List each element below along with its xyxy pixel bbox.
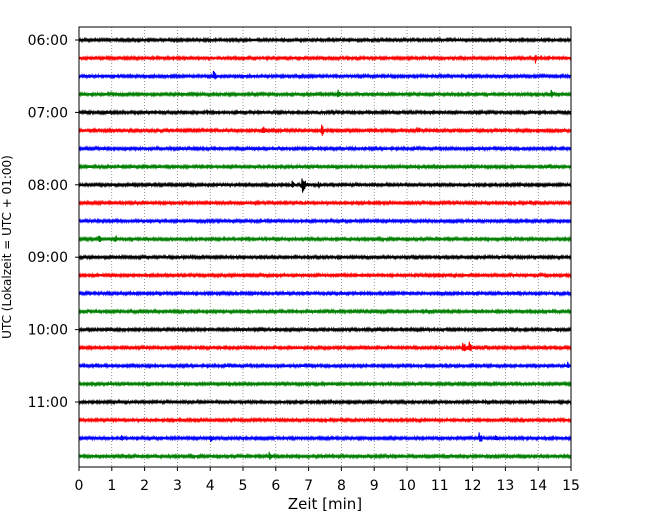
seismic-traces [78, 36, 572, 460]
x-tick-label: 5 [239, 478, 248, 494]
y-axis-label: UTC (Lokalzeit = UTC + 01:00) [0, 155, 14, 339]
trace-09:45 [78, 308, 572, 315]
trace-06:00 [78, 36, 572, 44]
trace-06:30 [78, 70, 572, 80]
trace-10:00 [78, 326, 572, 334]
trace-10:15 [78, 341, 572, 352]
y-tick-label: 09:00 [28, 250, 68, 266]
trace-08:15 [78, 199, 572, 207]
trace-09:15 [78, 271, 572, 279]
y-tick-label: 06:00 [28, 33, 68, 49]
trace-07:00 [78, 108, 572, 116]
x-tick-label: 2 [140, 478, 149, 494]
trace-11:30 [78, 432, 572, 443]
x-tick-label: 9 [370, 478, 379, 494]
x-axis: 0 1 2 3 4 5 6 7 8 9 10 11 12 13 14 15 [75, 467, 580, 494]
trace-08:00 [78, 178, 572, 193]
trace-10:30 [78, 361, 572, 370]
x-tick-label: 10 [398, 478, 416, 494]
x-tick-label: 14 [529, 478, 547, 494]
y-tick-label: 08:00 [28, 178, 68, 194]
y-tick-label: 11:00 [28, 395, 68, 411]
trace-08:45 [78, 235, 572, 243]
x-tick-label: 8 [337, 478, 346, 494]
y-tick-label: 10:00 [28, 323, 68, 339]
trace-08:30 [78, 217, 572, 225]
x-gridlines [111, 27, 539, 467]
plot-frame [78, 26, 572, 468]
trace-10:45 [78, 380, 572, 388]
x-tick-label: 15 [562, 478, 580, 494]
x-tick-label: 12 [464, 478, 482, 494]
x-tick-label: 1 [107, 478, 116, 494]
trace-06:45 [78, 89, 572, 98]
x-tick-label: 0 [75, 478, 84, 494]
trace-09:00 [78, 253, 572, 261]
x-axis-label: Zeit [min] [288, 495, 362, 513]
trace-06:15 [78, 54, 572, 64]
x-tick-label: 7 [304, 478, 313, 494]
x-tick-label: 11 [431, 478, 449, 494]
trace-09:30 [78, 289, 572, 297]
x-tick-label: 6 [271, 478, 280, 494]
trace-07:30 [78, 145, 572, 153]
trace-11:45 [78, 451, 572, 460]
y-axis: 06:00 07:00 08:00 09:00 10:00 11:00 [28, 33, 79, 411]
trace-11:15 [78, 416, 572, 424]
trace-07:45 [78, 163, 572, 171]
trace-11:00 [78, 398, 572, 406]
x-tick-label: 4 [206, 478, 215, 494]
x-tick-label: 13 [496, 478, 514, 494]
y-tick-label: 07:00 [28, 105, 68, 121]
x-tick-label: 3 [173, 478, 182, 494]
trace-07:15 [78, 124, 572, 136]
